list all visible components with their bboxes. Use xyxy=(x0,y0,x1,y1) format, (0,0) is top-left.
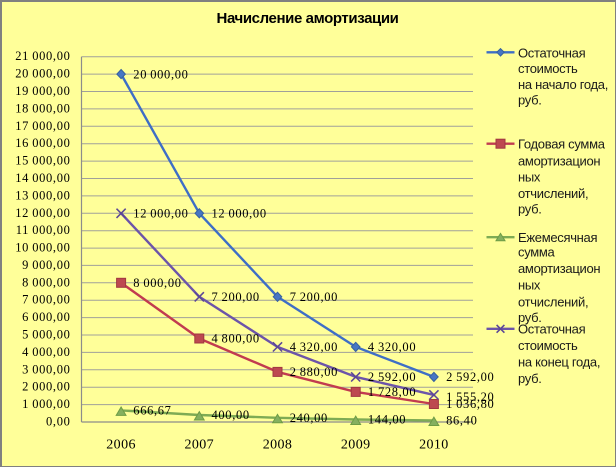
svg-text:8 000,00: 8 000,00 xyxy=(133,276,181,290)
svg-text:на конец года,: на конец года, xyxy=(518,354,600,369)
svg-text:2 880,00: 2 880,00 xyxy=(290,365,338,379)
svg-text:10 000,00: 10 000,00 xyxy=(15,241,70,255)
svg-text:7 200,00: 7 200,00 xyxy=(212,290,260,304)
svg-text:14 000,00: 14 000,00 xyxy=(15,171,70,185)
svg-text:5 000,00: 5 000,00 xyxy=(22,328,70,342)
svg-text:12 000,00: 12 000,00 xyxy=(15,206,70,220)
svg-text:12 000,00: 12 000,00 xyxy=(212,207,267,221)
svg-text:8 000,00: 8 000,00 xyxy=(22,275,70,289)
svg-text:Ежемесячная: Ежемесячная xyxy=(518,230,597,245)
svg-text:400,00: 400,00 xyxy=(212,408,250,422)
svg-text:7 000,00: 7 000,00 xyxy=(22,293,70,307)
svg-text:2 000,00: 2 000,00 xyxy=(22,380,70,394)
svg-text:666,67: 666,67 xyxy=(133,404,171,418)
svg-text:2 592,00: 2 592,00 xyxy=(446,370,494,384)
svg-text:4 800,00: 4 800,00 xyxy=(212,332,260,346)
svg-text:амортизацион: амортизацион xyxy=(518,153,600,168)
svg-text:20 000,00: 20 000,00 xyxy=(15,67,70,81)
svg-text:2007: 2007 xyxy=(184,437,214,452)
svg-text:16 000,00: 16 000,00 xyxy=(15,136,70,150)
svg-text:Остаточная: Остаточная xyxy=(518,322,586,337)
svg-text:4 320,00: 4 320,00 xyxy=(290,340,338,354)
svg-text:руб.: руб. xyxy=(518,202,542,217)
svg-text:2 592,00: 2 592,00 xyxy=(368,370,416,384)
svg-text:18 000,00: 18 000,00 xyxy=(15,101,70,115)
svg-text:руб.: руб. xyxy=(518,310,542,325)
svg-text:144,00: 144,00 xyxy=(368,413,406,427)
svg-text:отчислений,: отчислений, xyxy=(518,294,588,309)
svg-text:17 000,00: 17 000,00 xyxy=(15,119,70,133)
svg-text:21 000,00: 21 000,00 xyxy=(15,49,70,63)
svg-text:7 200,00: 7 200,00 xyxy=(290,290,338,304)
svg-text:1 000,00: 1 000,00 xyxy=(22,397,70,411)
svg-text:ных: ных xyxy=(518,277,541,292)
svg-text:2008: 2008 xyxy=(263,437,293,452)
svg-text:руб.: руб. xyxy=(518,93,542,108)
svg-text:11 000,00: 11 000,00 xyxy=(16,223,71,237)
svg-text:2006: 2006 xyxy=(106,437,136,452)
svg-text:1 036,80: 1 036,80 xyxy=(446,397,494,411)
svg-text:13 000,00: 13 000,00 xyxy=(15,188,70,202)
svg-text:2010: 2010 xyxy=(419,437,449,452)
svg-text:1 555,20: 1 555,20 xyxy=(446,390,494,404)
svg-text:9 000,00: 9 000,00 xyxy=(22,258,70,272)
svg-text:Годовая сумма: Годовая сумма xyxy=(518,137,606,152)
svg-text:отчислений,: отчислений, xyxy=(518,186,588,201)
svg-text:3 000,00: 3 000,00 xyxy=(22,362,70,376)
svg-text:1 728,00: 1 728,00 xyxy=(368,385,416,399)
svg-text:4 320,00: 4 320,00 xyxy=(368,340,416,354)
svg-text:86,40: 86,40 xyxy=(446,414,477,428)
svg-text:Остаточная: Остаточная xyxy=(518,45,586,60)
svg-text:6 000,00: 6 000,00 xyxy=(22,310,70,324)
svg-text:4 000,00: 4 000,00 xyxy=(22,345,70,359)
svg-text:руб.: руб. xyxy=(518,371,542,386)
svg-text:20 000,00: 20 000,00 xyxy=(133,67,188,81)
svg-text:12 000,00: 12 000,00 xyxy=(133,207,188,221)
svg-text:19 000,00: 19 000,00 xyxy=(15,84,70,98)
svg-text:15 000,00: 15 000,00 xyxy=(15,154,70,168)
svg-text:240,00: 240,00 xyxy=(290,411,328,425)
svg-text:стоимость: стоимость xyxy=(518,61,578,76)
svg-text:сумма: сумма xyxy=(518,245,556,260)
svg-text:стоимость: стоимость xyxy=(518,338,578,353)
svg-text:2009: 2009 xyxy=(341,437,371,452)
svg-text:ных: ных xyxy=(518,170,541,185)
svg-text:амортизацион: амортизацион xyxy=(518,261,600,276)
svg-text:Начисление амортизации: Начисление амортизации xyxy=(217,10,399,27)
svg-text:на начало года,: на начало года, xyxy=(518,77,608,92)
svg-text:0,00: 0,00 xyxy=(46,415,70,429)
